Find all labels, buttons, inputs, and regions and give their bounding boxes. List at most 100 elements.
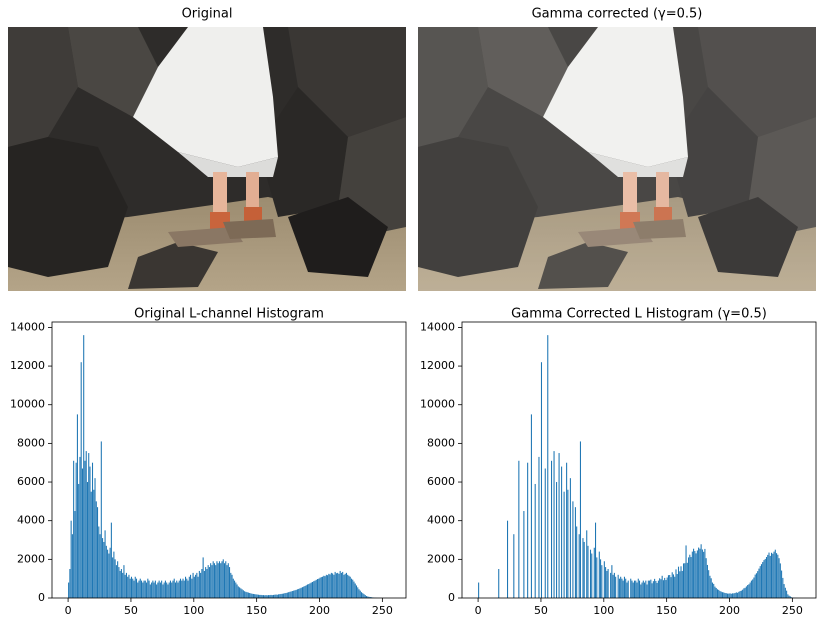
bar [758,568,760,598]
axes-frame [461,321,817,599]
bar [691,551,693,598]
bar [100,441,102,598]
bar [75,462,77,598]
bar [293,590,295,598]
bar [551,460,553,598]
bar [656,582,658,598]
bar [768,552,770,598]
bar [688,557,690,598]
original-image [8,27,406,291]
bar [788,595,790,598]
bar [262,595,265,598]
bar [318,578,320,598]
bar [669,575,671,598]
bar [366,596,368,598]
bar [675,569,677,598]
y-tick-label: 2000 [427,552,455,565]
bar [78,483,80,598]
bar [347,574,349,598]
bar [682,563,685,598]
bar [191,578,193,598]
x-tick-label: 0 [65,604,72,617]
bar [152,580,154,598]
bar [720,591,722,598]
bar [211,565,213,598]
bar [587,545,589,598]
bar [589,549,592,598]
bar [129,578,131,598]
bar [498,569,500,598]
bar [107,549,109,598]
bar [142,582,144,598]
gamma-image [418,27,816,291]
bar [578,534,580,598]
bar [664,577,666,598]
bar [164,580,166,598]
bar [162,584,164,598]
bar [327,575,329,598]
bar [739,591,741,598]
bar [786,590,788,598]
bar [369,597,371,598]
bar [120,569,122,598]
bar [200,572,202,598]
bar [163,582,165,598]
bar [132,578,134,598]
bar [764,558,766,598]
bar [290,591,292,598]
bar [710,578,712,598]
x-tick-label: 150 [656,604,677,617]
bar [308,584,310,598]
bar [659,578,661,598]
y-tick-label: 10000 [10,398,45,411]
bar [193,576,195,598]
bar [127,576,129,598]
bar [167,584,169,598]
bar [166,582,168,598]
bar [572,501,574,598]
bar [576,526,578,598]
bar [523,511,525,598]
bar [626,582,628,598]
bar [732,593,734,598]
bar [119,570,121,598]
bar [98,526,100,598]
bar [80,362,82,598]
bar [743,588,745,598]
bar [640,584,642,598]
bar [83,335,85,598]
bar [197,576,199,598]
bar [288,592,290,598]
y-tick-label: 8000 [427,436,455,449]
bar [724,592,726,598]
chart-title: Gamma Corrected L Histogram (γ=0.5) [511,307,767,322]
bar [216,561,218,598]
bar [703,551,705,598]
bar [343,574,345,598]
bar [591,553,593,598]
bar [789,596,791,598]
y-tick-label: 0 [38,591,45,604]
bar [234,580,236,598]
bar [306,584,309,598]
chart-title: Original L-channel Histogram [134,307,324,322]
y-tick-label: 4000 [17,514,45,527]
bar [198,570,200,598]
bar [645,580,647,598]
bar [750,580,752,598]
bar [611,565,613,598]
bar [530,414,532,598]
bar [137,582,139,598]
y-tick-label: 10000 [420,398,455,411]
bar [753,577,755,598]
bar [745,586,747,598]
bar [574,507,576,598]
bar [179,578,182,598]
bar [339,570,341,598]
bar [784,587,786,598]
bar [644,582,646,598]
bar [294,590,296,598]
bar [706,564,708,598]
bar [143,580,145,598]
